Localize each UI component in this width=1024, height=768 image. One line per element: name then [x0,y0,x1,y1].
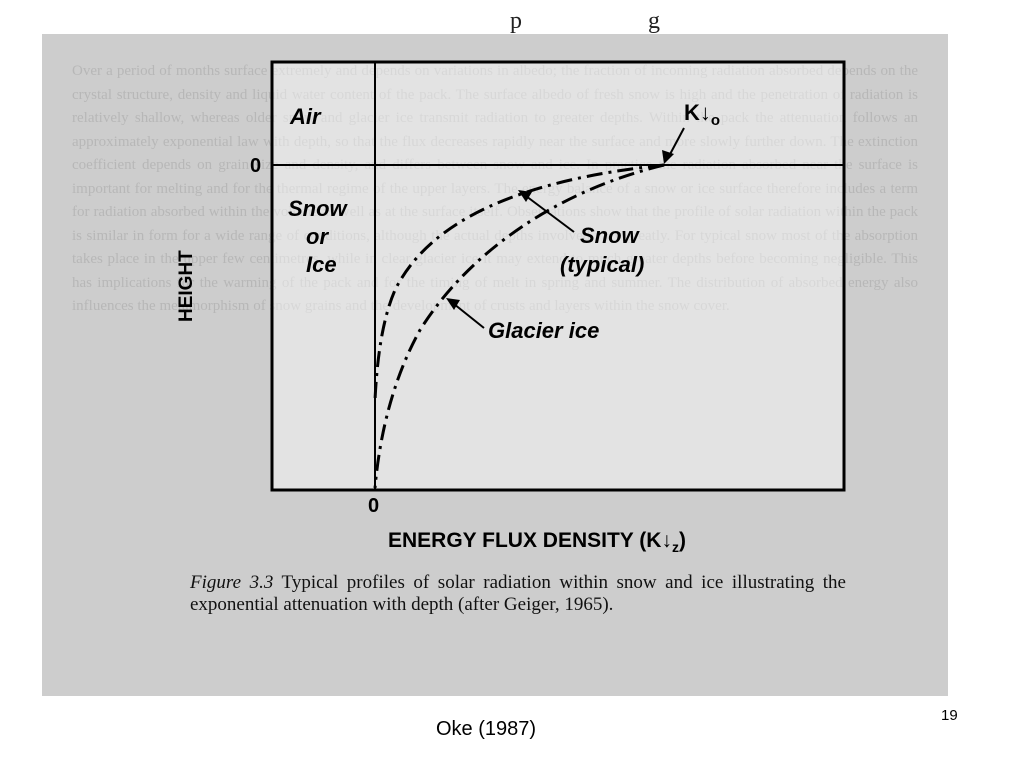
cropped-heading-char: g [648,8,660,34]
snow-or-ice-label-line1: Snow [288,196,349,221]
snow-label-arrowhead [518,190,532,202]
glacier-ice-curve [373,163,665,489]
figure-number: Figure 3.3 [190,572,274,593]
snow-typical-curve [373,163,665,401]
y-axis-label: HEIGHT [176,250,197,322]
source-citation: Oke (1987) [436,718,537,740]
snow-label-arrow [525,195,575,233]
slide-number: 19 [941,707,958,724]
surface-flux-arrowhead [662,150,674,164]
zero-height-label: 0 [250,155,261,177]
surface-flux-label: K↓o [684,100,720,129]
x-axis-label: ENERGY FLUX DENSITY (K↓z) [388,529,686,555]
cropped-heading-fragment: p g [0,0,1024,40]
cropped-heading-char: p [510,8,522,34]
snow-or-ice-label-line3: Ice [306,252,337,277]
plot-frame [270,60,846,492]
glacier-ice-label: Glacier ice [488,318,599,343]
snow-typical-label-line2: (typical) [560,252,644,277]
ice-label-arrow [453,303,485,329]
snow-typical-label-line1: Snow [580,223,641,248]
scanned-book-page: Over a period of months surface extremel… [42,34,948,696]
figure-caption-text: Typical profiles of solar radiation with… [190,572,846,615]
faint-background-text: Over a period of months surface extremel… [72,63,918,314]
ice-label-arrowhead [446,298,460,310]
zero-flux-label: 0 [368,495,379,517]
air-label: Air [289,104,322,129]
snow-or-ice-label-line2: or [306,224,329,249]
figure-caption: Figure 3.3 Typical profiles of solar rad… [190,572,846,616]
